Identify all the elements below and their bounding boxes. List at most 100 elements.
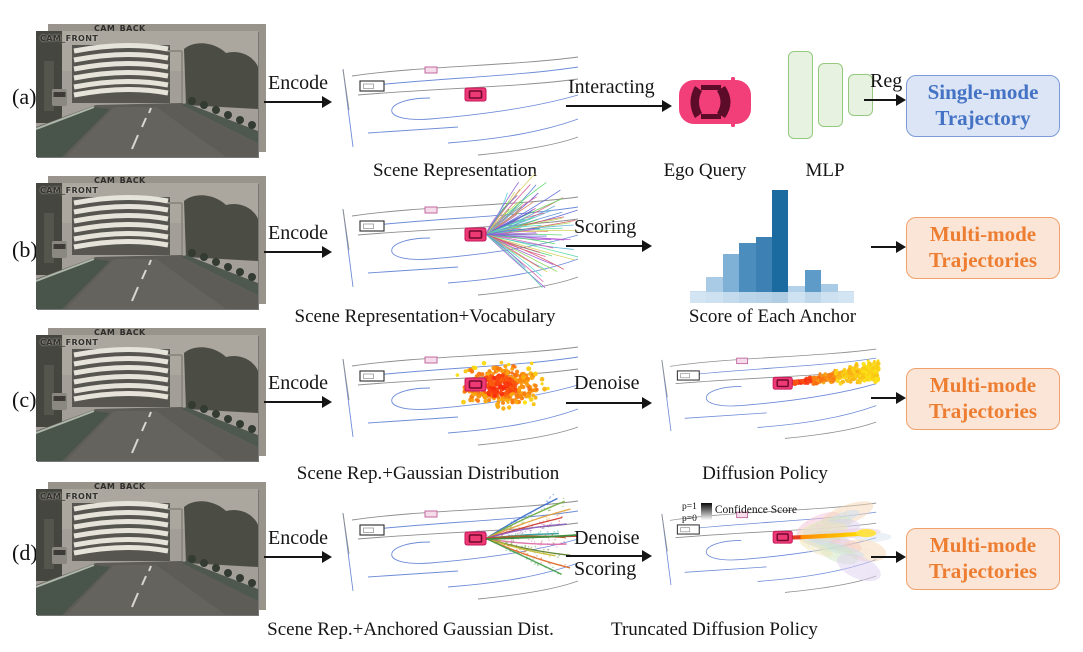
ego-vehicle-marker [464,227,487,242]
encode-label-b: Encode [268,222,328,244]
output-line2: Trajectories [928,559,1038,583]
ego-vehicle-marker [464,377,487,392]
diffusion-cone-overlay [791,359,881,386]
legend-p0: p=0 [682,513,697,524]
scene-caption-d: Scene Rep.+Anchored Gaussian Dist. [267,619,554,640]
encode-label-c: Encode [268,372,328,394]
row-d-label: (d) [12,540,38,565]
cam-back-tag: CAM_BACK [94,24,146,33]
row-b-label: (b) [12,237,38,262]
output-line1: Multi-mode [929,373,1037,398]
policy-caption-d: Truncated Diffusion Policy [611,619,818,640]
mlp-caption: MLP [805,160,845,181]
policy-caption-c: Diffusion Policy [702,463,828,484]
ego-vehicle-marker [464,531,487,546]
scene-truncated-diffusion [661,501,892,593]
truncated-diffusion-overlay [786,501,892,582]
output-line2: Trajectory [935,106,1031,130]
ego-vehicle-marker [464,87,487,102]
camera-front-image: CAM_FRONT [36,335,258,461]
confidence-legend: p=1 p=0 Confidence Score [682,502,797,526]
encode-label-a: Encode [268,72,328,94]
output-line2: Trajectories [928,248,1038,272]
scene-caption-c: Scene Rep.+Gaussian Distribution [296,463,560,484]
legend-title: Confidence Score [714,504,797,516]
camera-front-image: CAM_FRONT [36,489,258,615]
scoring-label-d: Scoring [574,558,637,580]
scene-vocabulary-b [342,173,579,296]
cam-back-tag: CAM_BACK [94,482,146,491]
cam-front-tag: CAM_FRONT [40,492,99,501]
scene-gaussian-c [342,346,579,446]
ego-vehicle-marker [772,530,793,544]
encode-arrow-a [264,96,332,108]
anchor-score-bar [771,190,789,303]
output-line1: Single-mode [927,80,1039,105]
row-a-label: (a) [12,84,37,109]
anchor-score-bar [739,243,756,303]
driving-scene-art [36,183,258,309]
mlp-layer-3 [848,74,873,116]
scene-caption-b: Scene Representation+Vocabulary [294,306,556,327]
scene-map [342,500,579,600]
ego-vehicle-marker [772,376,793,390]
output-box-single-mode: Single-mode Trajectory [906,75,1060,137]
output-line1: Multi-mode [929,533,1037,558]
scene-map [342,346,579,446]
cam-front-tag: CAM_FRONT [40,186,99,195]
camera-front-image: CAM_FRONT [36,183,258,309]
ego-query-caption: Ego Query [663,160,747,181]
vocabulary-fan-overlay [485,173,579,289]
driving-scene-art [36,489,258,615]
denoise-arrow-c [566,397,652,409]
cam-front-tag: CAM_FRONT [40,338,99,347]
scoring-arrow-b [566,240,652,252]
scoring-label-b: Scoring [574,216,637,238]
anchor-score-chart [690,190,854,303]
cam-front-tag: CAM_FRONT [40,34,99,43]
encode-label-d: Encode [268,527,328,549]
mlp-layer-2 [818,63,843,127]
camera-image-stack-d: CAM_BACK CAM_FRONT [36,482,268,616]
anchor-score-bar [722,254,740,303]
confidence-gradient-swatch [700,503,712,520]
camera-image-stack-a: CAM_BACK CAM_FRONT [36,24,268,158]
scene-representation-a [342,56,579,156]
scene-map [342,196,579,296]
encode-arrow-b [264,246,332,258]
anchor-score-bar [755,237,772,303]
encode-arrow-c [264,396,332,408]
scene-caption-a: Scene Representation [372,160,538,181]
reg-label: Reg [870,70,903,92]
encode-arrow-d [264,551,332,563]
mlp-icon [788,50,873,140]
scene-diffusion-policy [661,348,881,439]
scene-map [661,348,877,439]
output-box-multi-mode-d: Multi-mode Trajectories [906,528,1060,590]
output-arrow-b [871,241,906,253]
driving-scene-art [36,31,258,157]
denoise-label-c: Denoise [574,372,640,394]
chart-baseline-strip [690,292,854,303]
scene-map [342,56,579,156]
driving-scene-art [36,335,258,461]
output-arrow-d [871,551,906,563]
cam-back-tag: CAM_BACK [94,176,146,185]
ego-query-car-icon [679,77,751,127]
legend-p-values: p=1 p=0 [682,502,697,526]
camera-front-image: CAM_FRONT [36,31,258,157]
interacting-label: Interacting [568,76,655,98]
output-arrow-c [871,392,906,404]
camera-image-stack-b: CAM_BACK CAM_FRONT [36,176,268,310]
denoise-label-d: Denoise [574,527,640,549]
output-box-multi-mode-b: Multi-mode Trajectories [906,217,1060,279]
scene-anchored-gaussian-d [342,493,579,600]
legend-p1: p=1 [682,502,697,512]
denoise-scoring-arrow-d [566,550,652,562]
mlp-layer-1 [788,51,813,139]
cam-back-tag: CAM_BACK [94,328,146,337]
output-box-multi-mode-c: Multi-mode Trajectories [906,368,1060,430]
chart-caption: Score of Each Anchor [688,306,857,327]
camera-image-stack-c: CAM_BACK CAM_FRONT [36,328,268,462]
